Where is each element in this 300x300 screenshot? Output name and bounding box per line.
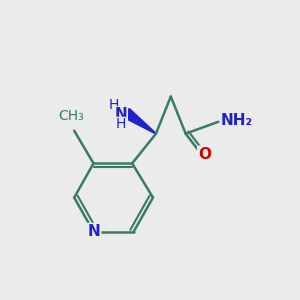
Text: CH₃: CH₃ [58, 109, 84, 123]
Text: N: N [115, 107, 127, 122]
Text: N: N [87, 224, 100, 239]
Text: H: H [109, 98, 119, 112]
Text: H: H [116, 117, 126, 131]
Polygon shape [123, 109, 156, 134]
Text: O: O [199, 147, 212, 162]
Text: NH₂: NH₂ [221, 113, 253, 128]
